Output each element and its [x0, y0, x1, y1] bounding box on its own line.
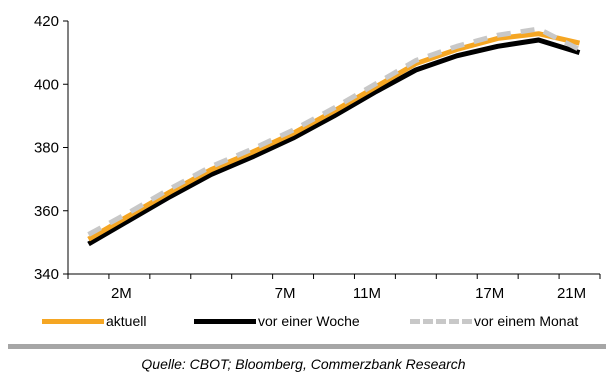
series-line-vor-einem-monat [87, 26, 581, 237]
legend-item-vor-einer-woche: vor einer Woche [194, 308, 360, 334]
line-chart: 340 360 380 400 420 2M 7M 11M 17M 21M [34, 13, 601, 300]
x-tick-label: 2M [111, 285, 132, 300]
y-tick-label: 420 [34, 13, 59, 30]
x-tick-label: 11M [353, 285, 381, 300]
y-tick-label: 380 [34, 140, 59, 157]
legend-label-aktuell: aktuell [106, 313, 147, 329]
legend-label-vor-einem-monat: vor einem Monat [474, 313, 579, 329]
series-line-vor-einer-woche [87, 37, 581, 247]
series-line-aktuell [87, 31, 581, 242]
legend-swatch-vor-einer-woche [194, 318, 256, 324]
legend-swatch-aktuell [42, 318, 104, 324]
y-tick-label: 340 [34, 266, 59, 283]
x-tick-label: 7M [275, 285, 296, 300]
legend-swatch-vor-einem-monat [410, 318, 472, 324]
x-tick-label: 17M [475, 285, 504, 300]
legend-item-vor-einem-monat: vor einem Monat [410, 308, 578, 334]
separator-bar [8, 344, 606, 349]
chart-legend: aktuell vor einer Woche vor einem Monat [0, 308, 607, 334]
legend-label-vor-einer-woche: vor einer Woche [258, 313, 360, 329]
source-note: Quelle: CBOT; Bloomberg, Commerzbank Res… [141, 356, 466, 372]
y-tick-label: 400 [34, 76, 59, 93]
legend-item-aktuell: aktuell [42, 308, 146, 334]
x-tick-label: 21M [557, 285, 586, 300]
y-tick-label: 360 [34, 203, 59, 220]
